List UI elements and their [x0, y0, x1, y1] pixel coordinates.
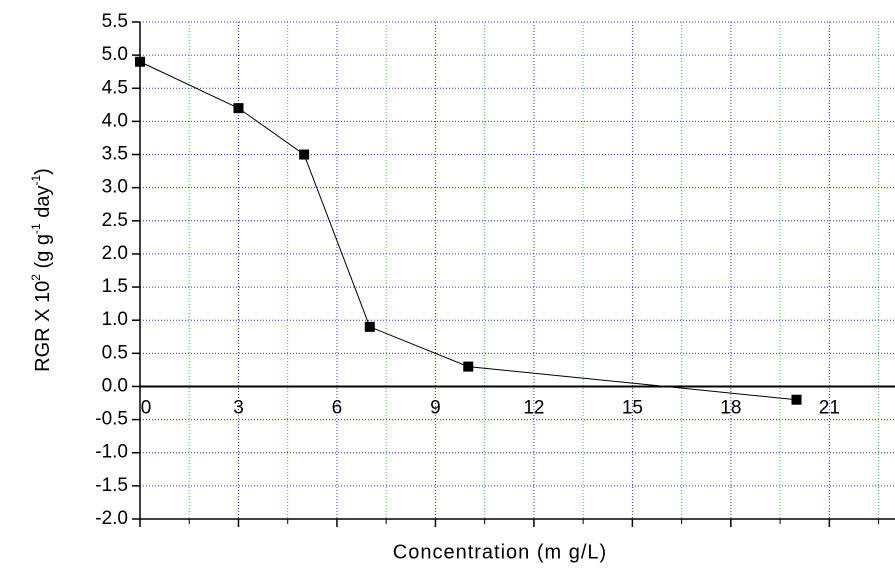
y-tick-label: 1.0 — [102, 309, 128, 330]
y-axis-title-part: 2 — [29, 274, 43, 281]
y-axis-title-part: -1 — [29, 223, 43, 234]
data-point — [364, 321, 375, 332]
x-axis-title: Concentration (m g/L) — [393, 541, 607, 563]
y-axis-title-part: ) — [32, 168, 54, 175]
y-tick-label: 3.0 — [102, 177, 128, 198]
x-tick-label: 3 — [233, 397, 244, 418]
y-tick-label: 3.5 — [102, 144, 128, 165]
y-tick-label: 2.0 — [102, 243, 128, 264]
x-tick-label: 9 — [430, 397, 441, 418]
data-point — [299, 149, 310, 160]
y-axis-title-part: RGR X 10 — [32, 281, 54, 372]
y-tick-label: -1.5 — [95, 475, 128, 496]
y-tick-label: 5.5 — [102, 11, 128, 32]
x-tick-label: 18 — [720, 397, 741, 418]
y-axis-title-part: (g g — [32, 234, 54, 274]
x-tick-label: 6 — [332, 397, 343, 418]
y-tick-label: -2.0 — [95, 508, 128, 529]
x-tick-label: 0 — [141, 397, 152, 418]
data-point — [463, 361, 474, 372]
x-tick-label: 12 — [523, 397, 544, 418]
y-tick-label: 1.5 — [102, 276, 128, 297]
data-point — [233, 103, 244, 114]
x-tick-label: 15 — [622, 397, 643, 418]
y-tick-label: 4.0 — [102, 110, 128, 131]
data-point — [791, 394, 802, 405]
y-tick-label: -0.5 — [95, 409, 128, 430]
y-tick-label: -1.0 — [95, 442, 128, 463]
y-tick-label: 0.5 — [102, 342, 128, 363]
y-axis-title: RGR X 102 (g g-1 day-1) — [29, 168, 54, 372]
y-tick-label: 4.5 — [102, 77, 128, 98]
x-tick-label: 21 — [819, 397, 840, 418]
y-tick-label: 5.0 — [102, 44, 128, 65]
y-axis-title-part: -1 — [29, 174, 43, 185]
series-line — [139, 61, 797, 401]
y-tick-label: 0.0 — [102, 375, 128, 396]
y-axis-title-part: day — [32, 185, 54, 223]
y-tick-label: 2.5 — [102, 210, 128, 231]
data-point — [135, 56, 145, 67]
